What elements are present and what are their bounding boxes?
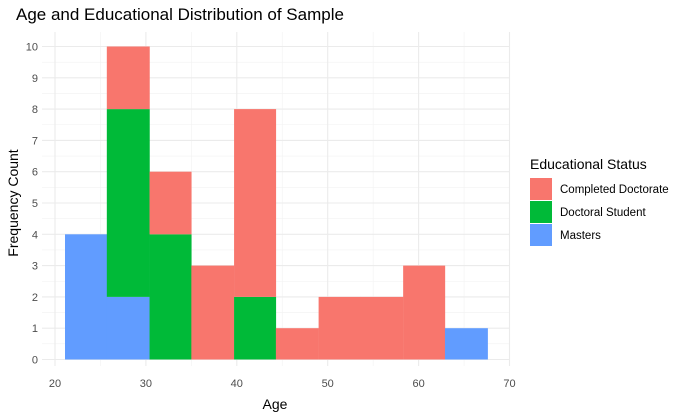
y-tick-label: 6 bbox=[32, 167, 38, 179]
y-tick-label: 2 bbox=[32, 292, 38, 304]
x-tick-label: 40 bbox=[231, 378, 243, 390]
x-axis-ticks: 20 30 40 50 60 70 bbox=[49, 378, 516, 390]
bar-doctoral-student-4 bbox=[234, 296, 277, 360]
y-axis-title: Frequency Count bbox=[5, 149, 21, 257]
bar-masters-0 bbox=[64, 234, 108, 360]
chart-title: Age and Educational Distribution of Samp… bbox=[16, 5, 344, 24]
x-tick-label: 30 bbox=[140, 378, 152, 390]
x-tick-label: 20 bbox=[49, 378, 61, 390]
legend-swatch-doctoral-student bbox=[530, 201, 552, 223]
x-tick-label: 70 bbox=[503, 378, 515, 390]
y-tick-label: 9 bbox=[32, 73, 38, 85]
bar-doctoral-student-2 bbox=[149, 234, 192, 360]
legend-label: Masters bbox=[560, 230, 601, 242]
y-tick-label: 7 bbox=[32, 135, 38, 147]
legend-title: Educational Status bbox=[530, 156, 647, 172]
y-tick-label: 10 bbox=[26, 42, 38, 54]
bar-doctoral-student-1 bbox=[106, 109, 150, 297]
y-axis-ticks: 0 1 2 3 4 5 6 7 8 9 10 bbox=[26, 42, 38, 367]
legend-swatch-masters bbox=[530, 224, 552, 246]
y-tick-label: 3 bbox=[32, 261, 38, 273]
legend-label: Completed Doctorate bbox=[560, 184, 669, 196]
y-tick-label: 0 bbox=[32, 355, 38, 367]
bar-completed-doctorate-6 bbox=[318, 296, 361, 360]
x-tick-label: 50 bbox=[322, 378, 334, 390]
y-tick-label: 1 bbox=[32, 323, 38, 335]
bar-completed-doctorate-5 bbox=[275, 328, 319, 360]
y-tick-label: 5 bbox=[32, 198, 38, 210]
bar-completed-doctorate-7 bbox=[360, 296, 404, 360]
bar-masters-1 bbox=[106, 296, 150, 360]
y-tick-label: 8 bbox=[32, 104, 38, 116]
x-tick-label: 60 bbox=[412, 378, 424, 390]
bar-completed-doctorate-8 bbox=[403, 265, 446, 360]
legend-label: Doctoral Student bbox=[560, 207, 646, 219]
legend: Educational Status Completed Doctorate Do… bbox=[530, 156, 669, 246]
bar-completed-doctorate-1 bbox=[106, 46, 150, 110]
bar-completed-doctorate-3 bbox=[191, 265, 235, 360]
bar-masters-9 bbox=[444, 328, 488, 360]
bars bbox=[64, 46, 488, 360]
x-axis-title: Age bbox=[263, 396, 288, 412]
legend-swatch-completed-doctorate bbox=[530, 178, 552, 200]
bar-completed-doctorate-2 bbox=[149, 171, 192, 235]
bar-completed-doctorate-4 bbox=[234, 109, 277, 297]
y-tick-label: 4 bbox=[32, 229, 38, 241]
